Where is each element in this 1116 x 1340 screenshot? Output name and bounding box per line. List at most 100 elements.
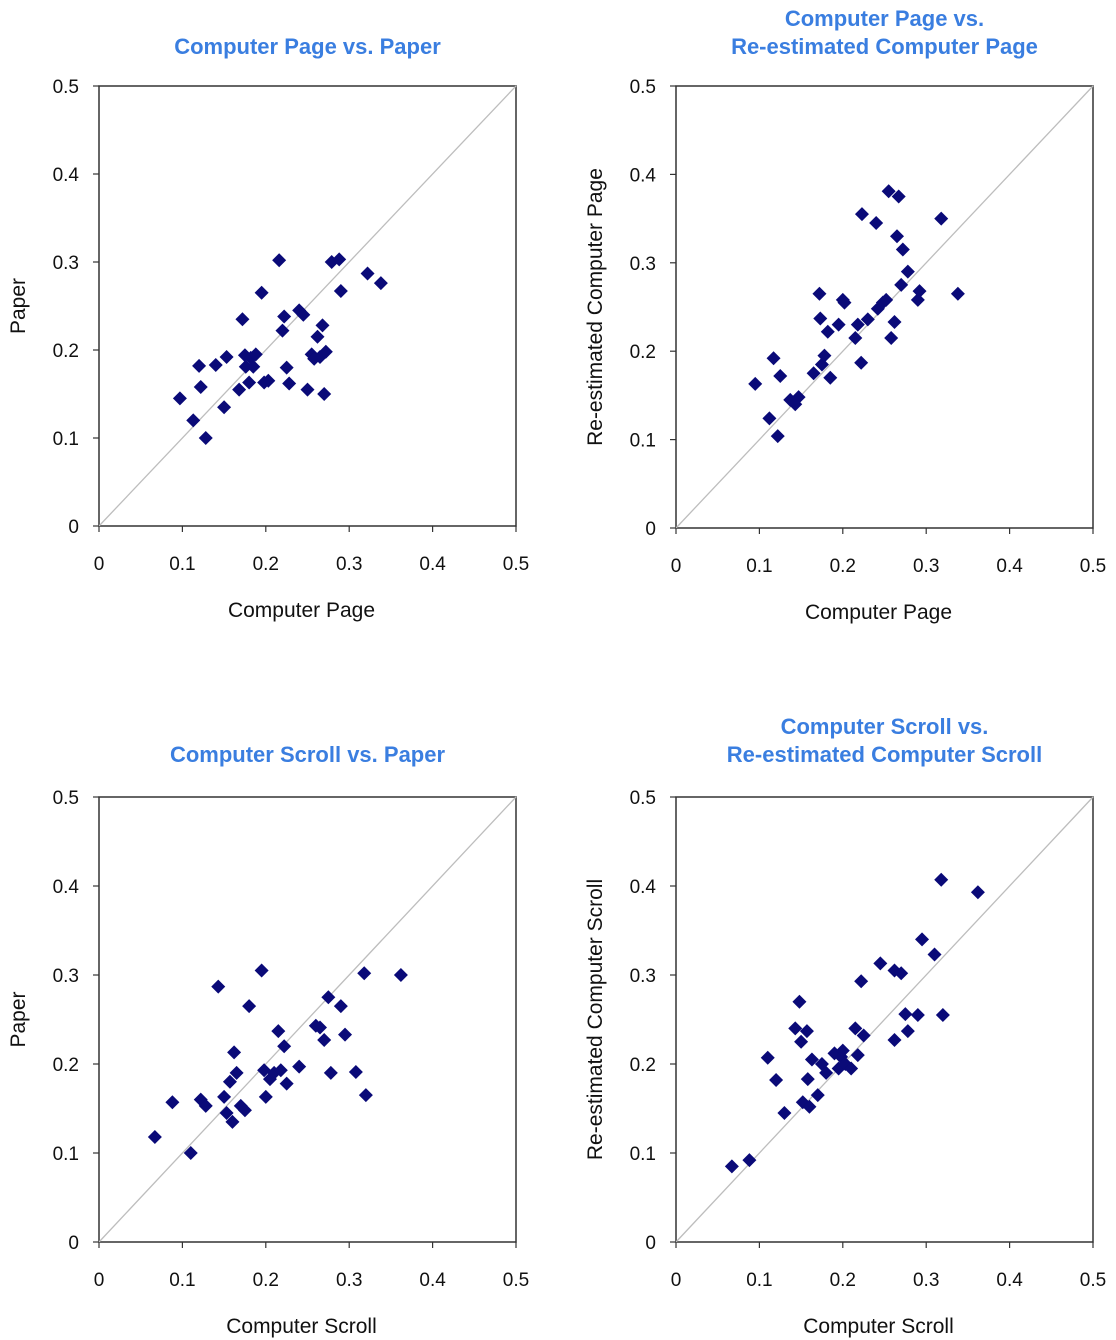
chart-2-data-point: [748, 376, 763, 391]
chart-4-data-point: [844, 1061, 859, 1076]
chart-2-y-tick-label: 0: [645, 519, 656, 540]
chart-4-y-tick-label: 0.3: [630, 966, 656, 987]
chart-1-x-axis-label: Computer Page: [228, 599, 375, 622]
chart-1-plot: 0 0.1 0.2 0.3 0.4 0.5 0 0.1 0.2 0.3 0.4 0.5 Computer…: [7, 77, 529, 622]
chart-3-data-point: [211, 979, 226, 994]
chart-1-data-point: [373, 276, 388, 291]
chart-2-data-point: [910, 292, 925, 307]
chart-4-data-point: [915, 932, 930, 947]
chart-4-data-point: [794, 1034, 809, 1049]
chart-1-data-point: [261, 373, 276, 388]
chart-3-y-tick-label: 0.3: [53, 966, 79, 987]
chart-2-y-tick-label: 0.3: [630, 254, 656, 275]
chart-4-y-tick-label: 0.5: [630, 788, 656, 809]
chart-3-data-point: [165, 1095, 180, 1110]
chart-2-y-tick-label: 0.2: [630, 342, 656, 363]
chart-2-data-point: [823, 370, 838, 385]
chart-4-data-point: [835, 1043, 850, 1058]
chart-2-data-point: [773, 368, 788, 383]
chart-2-data-point: [812, 286, 827, 301]
chart-4-x-tick-label: 0.3: [913, 1270, 939, 1291]
chart-4-data-point: [848, 1021, 863, 1036]
chart-2-y-tick-label: 0.1: [630, 431, 656, 452]
chart-4-data-point: [900, 1024, 915, 1039]
chart-2-data-point: [890, 229, 905, 244]
chart-2-data-point: [950, 286, 965, 301]
chart-3-y-tick-label: 0.2: [53, 1055, 79, 1076]
chart-2-data-point: [854, 355, 869, 370]
chart-4-data-point: [799, 1024, 814, 1039]
chart-1-y-tick-label: 0: [68, 517, 79, 538]
chart-4-data-point: [854, 974, 869, 989]
chart-1-data-point: [317, 387, 332, 401]
chart-4-data-point: [894, 966, 909, 981]
chart-2-data-point: [887, 315, 902, 330]
chart-4-data-point: [970, 885, 985, 900]
chart-4-plot: 0 0.1 0.2 0.3 0.4 0.5 0 0.1 0.2 0.3 0.4 0.5 Computer…: [584, 788, 1106, 1338]
chart-2-data-point: [881, 184, 896, 199]
chart-3-data-point: [222, 1074, 237, 1089]
chart-1-data-point: [318, 344, 333, 359]
chart-4-data-point: [934, 872, 949, 887]
chart-3-y-tick-label: 0.5: [53, 788, 79, 809]
chart-3-plot-frame: [98, 796, 517, 1243]
chart-3-data-point: [237, 1103, 252, 1118]
chart-2-data-point: [860, 312, 875, 327]
chart-4-data-point: [819, 1065, 834, 1080]
chart-1-x-tick-label: 0.1: [169, 554, 195, 575]
chart-1-data-point: [332, 252, 347, 267]
chart-3-plot: 0 0.1 0.2 0.3 0.4 0.5 0 0.1 0.2 0.3 0.4 0.5 Computer…: [7, 788, 529, 1338]
chart-3-data-point: [257, 1063, 272, 1078]
chart-2-data-point: [894, 277, 909, 292]
chart-4-data-point: [777, 1105, 792, 1120]
chart-2-x-tick-label: 0.3: [913, 556, 939, 577]
chart-4-data-point: [802, 1099, 817, 1114]
chart-3-y-axis-label: Paper: [7, 991, 30, 1047]
chart-2-data-point: [891, 189, 906, 204]
chart-2-data-point: [879, 292, 894, 307]
chart-1-data-point: [248, 347, 263, 362]
chart-1-data-point: [310, 329, 325, 344]
chart-2-title: Computer Page vs. Re-estimated Computer …: [731, 6, 1038, 59]
chart-3-data-point: [279, 1076, 294, 1091]
chart-3-data-point: [317, 1032, 332, 1047]
chart-1-data-point: [242, 375, 257, 390]
chart-1-title: Computer Page vs. Paper: [174, 34, 441, 59]
chart-2-data-point: [762, 411, 777, 426]
chart-3-reference-line: [98, 796, 517, 1243]
chart-3-data-point: [242, 999, 257, 1014]
chart-3-data-point: [254, 963, 269, 978]
chart-3-data-point: [219, 1105, 234, 1120]
chart-4-data-point: [800, 1072, 815, 1087]
chart-1-data-point: [217, 400, 232, 415]
chart-3-data-point: [198, 1098, 213, 1113]
chart-2-data-point: [895, 242, 910, 257]
chart-4-y-tick-label: 0: [645, 1233, 656, 1254]
chart-3-x-tick-label: 0.2: [253, 1270, 279, 1291]
chart-4-data-point: [887, 1032, 902, 1047]
chart-1-data-point: [172, 391, 187, 406]
chart-1-data-point: [193, 379, 208, 394]
chart-1-data-point: [186, 413, 201, 428]
chart-3-data-point: [333, 999, 348, 1014]
chart-4-data-point: [898, 1007, 913, 1022]
chart-1-x-tick-label: 0.5: [503, 554, 529, 575]
chart-2-data-point: [837, 295, 852, 310]
chart-2-data-point: [912, 284, 927, 299]
chart-2-data-point: [869, 216, 884, 231]
chart-4-data-point: [850, 1048, 865, 1063]
chart-1-data-point: [198, 431, 213, 445]
chart-4-data-point: [856, 1028, 871, 1043]
chart-4-data-point: [792, 994, 807, 1009]
chart-2-data-point: [791, 390, 806, 405]
chart-2-x-axis-label: Computer Page: [805, 601, 952, 624]
chart-1-y-tick-label: 0.5: [53, 77, 79, 98]
chart-3-data-point: [183, 1146, 198, 1160]
chart-4-data-point: [910, 1008, 925, 1023]
chart-2-x-tick-label: 0: [671, 556, 682, 577]
chart-3-data-point: [357, 966, 372, 981]
chart-2-plot: 0 0.1 0.2 0.3 0.4 0.5 0 0.1 0.2 0.3 0.4 0.5 Computer…: [584, 77, 1106, 624]
chart-4-data-point: [760, 1050, 775, 1065]
chart-3-data-point: [273, 1063, 288, 1078]
